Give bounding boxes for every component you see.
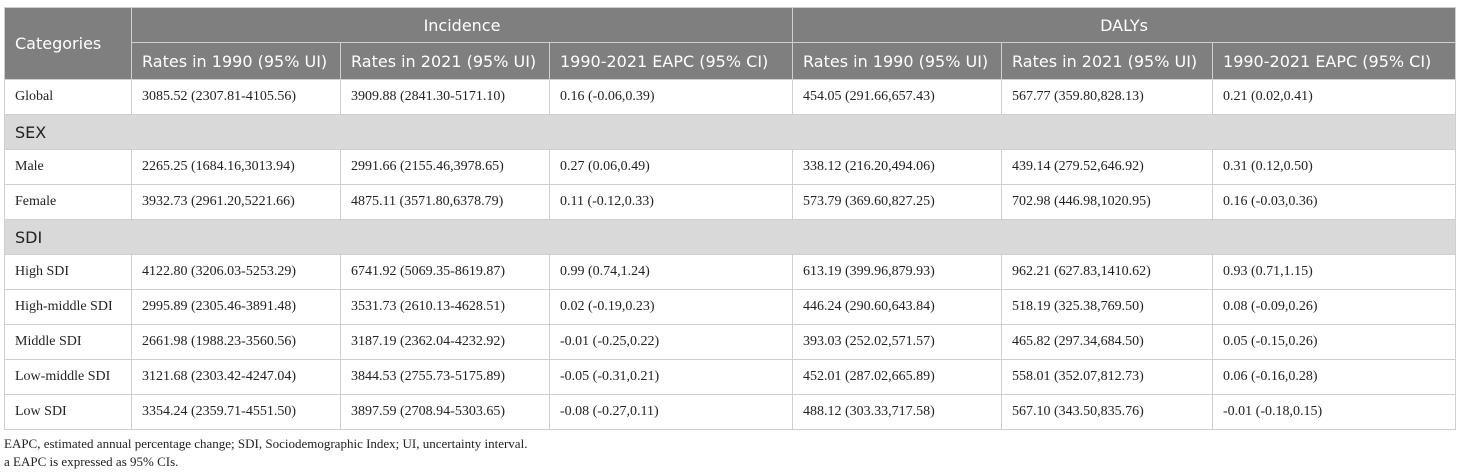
table-cell: 4122.80 (3206.03-5253.29) (131, 254, 341, 290)
table-cell: 567.77 (359.80,828.13) (1001, 79, 1214, 115)
table-cell: 0.93 (0.71,1.15) (1212, 254, 1457, 290)
table-row: Low-middle SDI 3121.68 (2303.42-4247.04) 3… (4, 359, 1457, 395)
table-cell: 3909.88 (2841.30-5171.10) (340, 79, 550, 115)
section-row: SEX (3, 114, 1457, 150)
table-cell: -0.05 (-0.31,0.21) (548, 359, 794, 395)
table-cell: 0.21 (0.02,0.41) (1212, 79, 1457, 115)
table-cell: 702.98 (446.98,1020.95) (1001, 184, 1214, 220)
table-cell: -0.01 (-0.18,0.15) (1212, 394, 1457, 430)
table-cell: 452.01 (287.02,665.89) (792, 359, 1003, 395)
row-category: Male (4, 149, 132, 185)
row-category: High-middle SDI (4, 289, 132, 325)
table-cell: 3085.52 (2307.81-4105.56) (131, 79, 341, 115)
table-cell: 3354.24 (2359.71-4551.50) (131, 394, 341, 430)
footnote-abbreviations: EAPC, estimated annual percentage change… (4, 436, 528, 451)
table-cell: 567.10 (343.50,835.76) (1001, 394, 1214, 430)
table-cell: 0.06 (-0.16,0.28) (1212, 359, 1457, 395)
row-category: Middle SDI (4, 324, 132, 360)
row-category: Low SDI (4, 394, 132, 430)
section-label: SDI (3, 219, 1457, 255)
table-cell: 558.01 (352.07,812.73) (1001, 359, 1214, 395)
table-cell: 446.24 (290.60,643.84) (792, 289, 1003, 325)
header-row-columns: Rates in 1990 (95% UI) Rates in 2021 (95… (5, 42, 1457, 80)
table-cell: 0.99 (0.74,1.24) (548, 254, 794, 290)
table-cell: 488.12 (303.33,717.58) (792, 394, 1003, 430)
table-cell: 0.27 (0.06,0.49) (548, 149, 794, 185)
table-cell: 338.12 (216.20,494.06) (792, 149, 1003, 185)
row-category: Low-middle SDI (4, 359, 132, 395)
table-cell: 3187.19 (2362.04-4232.92) (340, 324, 550, 360)
header-dalys: DALYs (792, 7, 1457, 43)
table-row: Low SDI 3354.24 (2359.71-4551.50) 3897.59 … (4, 394, 1457, 430)
section-row: SDI (3, 219, 1457, 255)
table-cell: 465.82 (297.34,684.50) (1001, 324, 1214, 360)
table-cell: 0.05 (-0.15,0.26) (1212, 324, 1457, 360)
table-row: High SDI 4122.80 (3206.03-5253.29) 6741.92… (4, 254, 1457, 290)
table-footnotes: EAPC, estimated annual percentage change… (4, 435, 1455, 471)
table-row: High-middle SDI 2995.89 (2305.46-3891.48)… (4, 289, 1457, 325)
table-container: Categories Incidence DALYs Rates in 1990… (3, 7, 1457, 471)
header-dalys-2021: Rates in 2021 (95% UI) (1001, 42, 1214, 80)
table-row: Global 3085.52 (2307.81-4105.56) 3909.88 (… (4, 79, 1457, 115)
header-incidence-2021: Rates in 2021 (95% UI) (340, 42, 550, 80)
table-cell: 613.19 (399.96,879.93) (792, 254, 1003, 290)
footnote-eapc: a EAPC is expressed as 95% CIs. (4, 454, 179, 469)
table-cell: 3844.53 (2755.73-5175.89) (340, 359, 550, 395)
table-cell: 0.16 (-0.03,0.36) (1212, 184, 1457, 220)
header-incidence-1990: Rates in 1990 (95% UI) (131, 42, 341, 80)
table-cell: 2265.25 (1684.16,3013.94) (131, 149, 341, 185)
table-cell: 454.05 (291.66,657.43) (792, 79, 1003, 115)
table-cell: 3897.59 (2708.94-5303.65) (340, 394, 550, 430)
table-cell: 4875.11 (3571.80,6378.79) (340, 184, 550, 220)
table-cell: 3932.73 (2961.20,5221.66) (131, 184, 341, 220)
row-category: Global (4, 79, 132, 115)
table-cell: 2995.89 (2305.46-3891.48) (131, 289, 341, 325)
data-table: Categories Incidence DALYs Rates in 1990… (3, 7, 1457, 430)
row-category: Female (4, 184, 132, 220)
table-cell: 0.08 (-0.09,0.26) (1212, 289, 1457, 325)
table-cell: 6741.92 (5069.35-8619.87) (340, 254, 550, 290)
table-cell: -0.08 (-0.27,0.11) (548, 394, 794, 430)
table-cell: 0.02 (-0.19,0.23) (548, 289, 794, 325)
row-category: High SDI (4, 254, 132, 290)
header-categories: Categories (4, 7, 132, 80)
table-cell: 2661.98 (1988.23-3560.56) (131, 324, 341, 360)
table-cell: 439.14 (279.52,646.92) (1001, 149, 1214, 185)
table-body: Global 3085.52 (2307.81-4105.56) 3909.88 (… (3, 79, 1457, 430)
section-label: SEX (3, 114, 1457, 150)
table-cell: 518.19 (325.38,769.50) (1001, 289, 1214, 325)
table-cell: 0.16 (-0.06,0.39) (548, 79, 794, 115)
header-incidence: Incidence (130, 7, 794, 43)
table-row: Female 3932.73 (2961.20,5221.66) 4875.11 (… (4, 184, 1457, 220)
table-cell: 3121.68 (2303.42-4247.04) (131, 359, 341, 395)
table-cell: 573.79 (369.60,827.25) (792, 184, 1003, 220)
table-cell: 2991.66 (2155.46,3978.65) (340, 149, 550, 185)
table-cell: 0.31 (0.12,0.50) (1212, 149, 1457, 185)
header-dalys-eapc: 1990-2021 EAPC (95% CI) (1212, 42, 1457, 80)
table-header: Categories Incidence DALYs Rates in 1990… (4, 7, 1457, 80)
header-row-groups: Categories Incidence DALYs (4, 7, 1457, 80)
header-incidence-eapc: 1990-2021 EAPC (95% CI) (548, 42, 794, 80)
table-cell: 393.03 (252.02,571.57) (792, 324, 1003, 360)
table-cell: 962.21 (627.83,1410.62) (1001, 254, 1214, 290)
table-cell: 3531.73 (2610.13-4628.51) (340, 289, 550, 325)
table-cell: 0.11 (-0.12,0.33) (548, 184, 794, 220)
table-row: Male 2265.25 (1684.16,3013.94) 2991.66 (21… (4, 149, 1457, 185)
table-row: Middle SDI 2661.98 (1988.23-3560.56) 3187.… (4, 324, 1457, 360)
table-cell: -0.01 (-0.25,0.22) (548, 324, 794, 360)
header-dalys-1990: Rates in 1990 (95% UI) (792, 42, 1003, 80)
